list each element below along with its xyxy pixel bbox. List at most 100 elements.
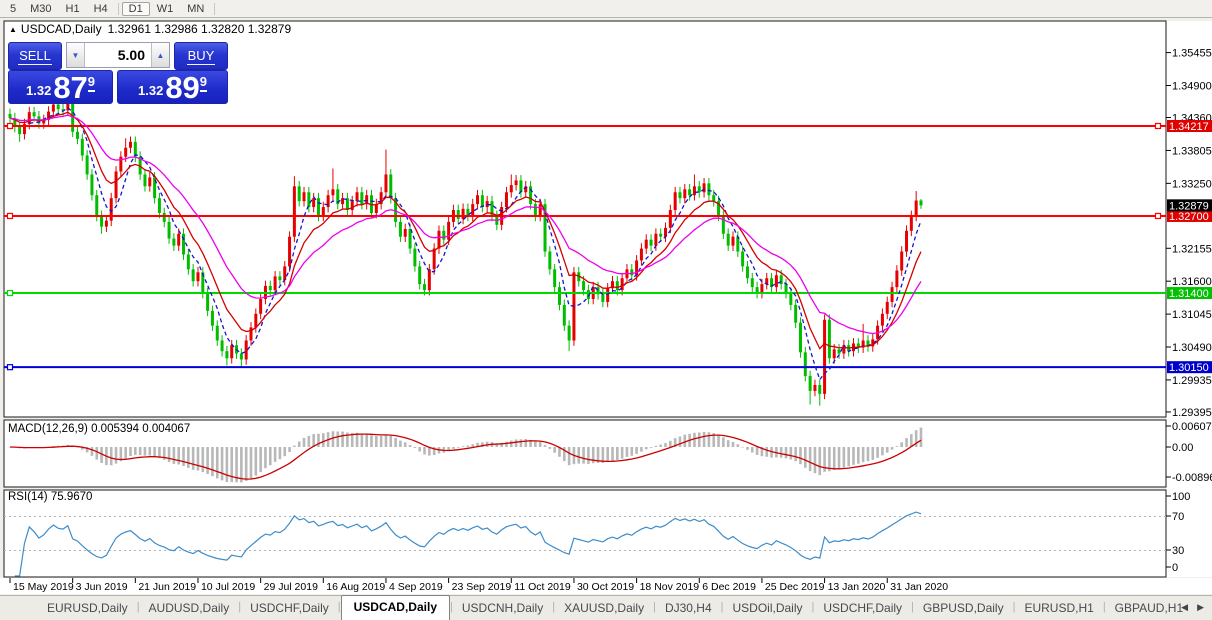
timeframe-H1[interactable]: H1 (65, 2, 80, 15)
buy-price-display[interactable]: 1.32 89 9 (117, 70, 228, 104)
volume-stepper: ▼ ▲ (66, 42, 170, 68)
chart-tab-XAUUSD-Daily[interactable]: XAUUSD,Daily (564, 601, 645, 615)
svg-text:1.34900: 1.34900 (1172, 80, 1212, 92)
svg-text:0: 0 (1172, 562, 1178, 574)
svg-text:18 Nov 2019: 18 Nov 2019 (640, 581, 700, 593)
svg-text:100: 100 (1172, 491, 1190, 503)
ma-21-line (9, 114, 922, 335)
toolbar-separator (117, 2, 119, 15)
svg-text:1.30150: 1.30150 (1169, 362, 1209, 374)
sell-price-pip: 9 (87, 74, 96, 92)
svg-text:16 Aug 2019: 16 Aug 2019 (326, 581, 385, 593)
chart-tab-EURUSD-H1[interactable]: EURUSD,H1 (1024, 601, 1094, 615)
line-drag-handle (6, 212, 14, 220)
chart-tab-USDCHF-Daily[interactable]: USDCHF,Daily (823, 601, 903, 615)
timeframe-W1[interactable]: W1 (156, 2, 174, 15)
buy-price-pip: 9 (199, 74, 208, 92)
chart-tab-DJ30-H4[interactable]: DJ30,H4 (664, 601, 712, 615)
line-drag-handle (6, 364, 14, 371)
tab-separator: | (720, 601, 724, 613)
tab-separator: | (811, 601, 815, 613)
tab-scroll-left-icon[interactable]: ◀ (1181, 602, 1189, 612)
svg-text:1.32879: 1.32879 (1169, 200, 1209, 212)
price-axis-badges: 1.34217 1.32700 1.31400 1.30150 1.32879 (1167, 120, 1212, 374)
tab-scroll-arrows: ◀ ▶ (1172, 602, 1204, 613)
macd-axis: 0.006078 0.00 -0.008965 (1166, 421, 1212, 484)
symbol-ohlc-header: ▲ USDCAD,Daily 1.32961 1.32986 1.32820 1.3… (9, 22, 291, 36)
volume-decrease-button[interactable]: ▼ (67, 43, 85, 67)
svg-text:1.31600: 1.31600 (1172, 276, 1212, 288)
svg-text:15 May 2019: 15 May 2019 (13, 581, 74, 593)
sell-button[interactable]: SELL (8, 42, 62, 70)
chart-tab-USDCHF-Daily[interactable]: USDCHF,Daily (250, 601, 329, 615)
timeframe-toolbar: 5 M30 H1 H4 D1 W1 MN (0, 0, 1212, 18)
chart-tab-USDOil-Daily[interactable]: USDOil,Daily (732, 601, 803, 615)
svg-text:1.29395: 1.29395 (1172, 407, 1212, 419)
chart-tab-GBPUSD-Daily[interactable]: GBPUSD,Daily (922, 601, 1004, 615)
volume-input[interactable] (85, 43, 151, 67)
sell-price-display[interactable]: 1.32 87 9 (8, 70, 114, 105)
tab-separator: | (1012, 601, 1016, 613)
timeframe-M30[interactable]: M30 (30, 2, 52, 15)
chart-tab-GBPAUD-H1[interactable]: GBPAUD,H1 (1114, 601, 1184, 615)
svg-text:4 Sep 2019: 4 Sep 2019 (389, 581, 443, 593)
tab-scroll-right-icon[interactable]: ▶ (1197, 602, 1204, 612)
tab-separator: | (911, 601, 914, 613)
svg-text:1.35455: 1.35455 (1172, 48, 1212, 60)
svg-text:13 Jan 2020: 13 Jan 2020 (828, 581, 886, 593)
svg-text:23 Sep 2019: 23 Sep 2019 (452, 581, 512, 593)
chart-tab-USDCAD-Daily[interactable]: USDCAD,Daily (340, 595, 450, 620)
price-axis[interactable]: 1.354551.349001.343601.338051.332501.321… (1166, 48, 1212, 419)
line-drag-handle (1154, 212, 1162, 220)
tab-separator: | (238, 601, 242, 613)
tab-separator: | (1102, 601, 1106, 613)
rsi-line (14, 511, 922, 577)
volume-increase-button[interactable]: ▲ (151, 43, 169, 67)
svg-text:1.34217: 1.34217 (1169, 121, 1209, 133)
svg-text:1.33805: 1.33805 (1172, 145, 1212, 157)
timeframe-D1[interactable]: D1 (121, 1, 150, 16)
rsi-axis: 100 70 30 0 (1166, 491, 1190, 574)
svg-text:1.31400: 1.31400 (1169, 288, 1209, 300)
svg-text:1.30490: 1.30490 (1172, 342, 1212, 354)
svg-text:11 Oct 2019: 11 Oct 2019 (514, 581, 571, 593)
line-drag-handle (1154, 122, 1162, 130)
timeframe-MN[interactable]: MN (187, 2, 205, 15)
svg-text:29 Jul 2019: 29 Jul 2019 (264, 581, 318, 593)
rsi-panel-layer (4, 511, 1166, 577)
rsi-indicator-label: RSI(14) 75.9670 (8, 491, 93, 503)
buy-button[interactable]: BUY (174, 42, 228, 70)
chart-tab-AUDUSD-Daily[interactable]: AUDUSD,Daily (148, 601, 230, 615)
timeframe-H4[interactable]: H4 (93, 2, 108, 15)
svg-text:10 Jul 2019: 10 Jul 2019 (201, 581, 255, 593)
collapse-triangle-icon[interactable]: ▲ (9, 25, 17, 34)
timeframe-5[interactable]: 5 (10, 2, 17, 15)
svg-text:1.29935: 1.29935 (1172, 375, 1212, 387)
one-click-trading-widget: SELL ▼ ▲ BUY 1.32 87 9 1.32 89 9 (8, 42, 228, 104)
svg-text:21 Jun 2019: 21 Jun 2019 (138, 581, 196, 593)
svg-text:1.33250: 1.33250 (1172, 178, 1212, 190)
line-drag-handle (6, 122, 14, 130)
line-drag-handle (6, 289, 14, 297)
svg-text:1.31045: 1.31045 (1172, 309, 1212, 321)
svg-text:30: 30 (1172, 545, 1184, 557)
sell-price-big: 87 (53, 70, 88, 105)
buy-price-base: 1.32 (138, 83, 164, 98)
macd-panel-layer (8, 427, 923, 483)
svg-text:6 Dec 2019: 6 Dec 2019 (702, 581, 756, 593)
moving-averages-layer (9, 106, 922, 381)
chart-tab-bar: ◀ ▶ EURUSD,Daily | AUDUSD,Daily | USDCHF,Dail… (0, 595, 1212, 620)
sell-price-base: 1.32 (26, 83, 52, 98)
tab-separator: | (653, 601, 656, 613)
tab-separator: | (337, 601, 341, 613)
svg-text:70: 70 (1172, 511, 1184, 523)
chart-tab-EURUSD-Daily[interactable]: EURUSD,Daily (47, 601, 128, 615)
svg-text:3 Jun 2019: 3 Jun 2019 (76, 581, 128, 593)
ma-5-line (29, 106, 922, 381)
macd-signal-line (9, 433, 922, 480)
date-axis[interactable]: 15 May 2019 3 Jun 2019 21 Jun 2019 10 Jul 2… (9, 578, 948, 593)
ma-10-line (9, 111, 922, 350)
chart-tab-USDCNH-Daily[interactable]: USDCNH,Daily (461, 601, 544, 615)
